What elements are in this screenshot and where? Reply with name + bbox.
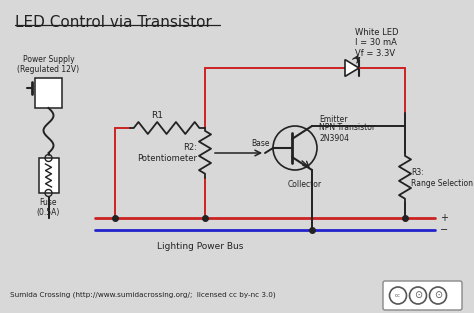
Text: cc: cc [395,293,401,298]
Text: −: − [440,225,448,235]
Text: R2:
Potentiometer: R2: Potentiometer [137,143,197,163]
Text: +: + [440,213,448,223]
Text: LED Control via Transistor: LED Control via Transistor [15,15,212,30]
Text: ⊙: ⊙ [414,290,422,300]
Text: Emitter: Emitter [319,115,347,125]
Text: Base: Base [252,140,270,148]
Text: Fuse
(0.5A): Fuse (0.5A) [37,198,60,218]
FancyBboxPatch shape [383,281,462,310]
Text: Power Supply
(Regulated 12V): Power Supply (Regulated 12V) [18,54,80,74]
Polygon shape [345,59,359,76]
Bar [38,158,58,193]
Text: Collector: Collector [288,180,322,189]
Bar [35,78,62,108]
Text: NPN Transistor
2N3904: NPN Transistor 2N3904 [319,123,375,143]
Text: R3:
Range Selection: R3: Range Selection [411,168,473,188]
Text: Sumida Crossing (http://www.sumidacrossing.org/;  licensed cc by-nc 3.0): Sumida Crossing (http://www.sumidacrossi… [10,292,275,298]
Text: White LED
I = 30 mA
Vf = 3.3V: White LED I = 30 mA Vf = 3.3V [355,28,399,58]
Text: ⊙: ⊙ [434,290,442,300]
Text: R1: R1 [152,111,164,120]
Text: Lighting Power Bus: Lighting Power Bus [157,242,243,251]
